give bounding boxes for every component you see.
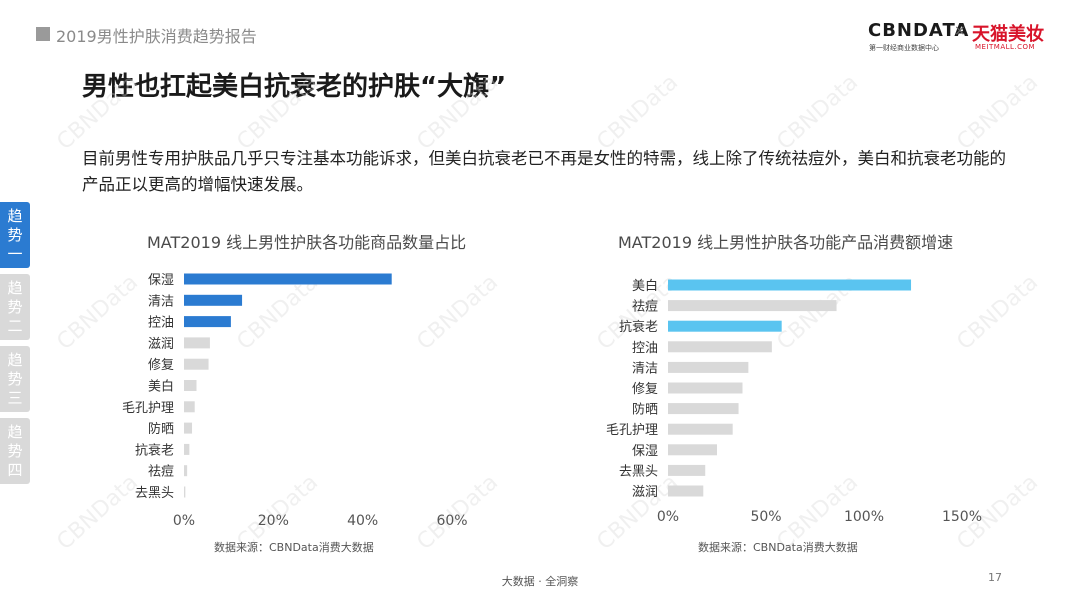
x-tick-label: 150% (942, 509, 982, 525)
category-label: 去黑头 (619, 464, 658, 479)
x-tick-label: 100% (844, 509, 884, 525)
bar-去黑头 (184, 486, 186, 498)
category-label: 滋润 (632, 485, 658, 500)
bar-清洁 (184, 294, 243, 306)
bar-滋润 (184, 337, 210, 349)
bar-控油 (668, 341, 772, 353)
nav-tab-trend-4[interactable]: 趋势四 (0, 418, 30, 484)
bar-修复 (184, 358, 209, 370)
bar-抗衰老 (668, 320, 782, 332)
page-title: 男性也扛起美白抗衰老的护肤“大旗” (82, 72, 507, 102)
chart-1-title: MAT2019 线上男性护肤各功能商品数量占比 (147, 233, 467, 252)
category-label: 修复 (148, 358, 174, 373)
x-tick-label: 60% (436, 513, 467, 529)
category-label: 美白 (148, 379, 174, 395)
category-label: 控油 (148, 316, 174, 331)
chart-2-source: 数据来源：CBNData消费大数据 (698, 541, 858, 554)
watermark: CBNData (592, 69, 684, 156)
header-mark (36, 27, 50, 41)
category-label: 控油 (632, 341, 658, 356)
category-label: 保湿 (632, 444, 658, 459)
category-label: 去黑头 (135, 486, 174, 501)
watermark: CBNData (772, 69, 864, 156)
nav-tab-trend-1[interactable]: 趋势一 (0, 202, 30, 268)
category-label: 防晒 (632, 402, 658, 418)
bar-美白 (668, 279, 912, 291)
chart-1-source: 数据来源：CBNData消费大数据 (214, 541, 374, 554)
bar-保湿 (184, 273, 392, 285)
x-tick-label: 0% (657, 509, 679, 525)
category-label: 修复 (632, 382, 658, 397)
report-title: 2019男性护肤消费趋势报告 (56, 27, 257, 46)
category-label: 抗衰老 (619, 319, 658, 335)
category-label: 毛孔护理 (606, 423, 658, 438)
bar-修复 (668, 382, 743, 394)
bar-保湿 (668, 444, 717, 456)
category-label: 毛孔护理 (122, 401, 174, 416)
bar-祛痘 (668, 300, 837, 312)
bar-毛孔护理 (668, 423, 733, 435)
category-label: 祛痘 (148, 464, 174, 480)
tmall-beauty-logo-subtitle: MEITMALL.COM (975, 43, 1036, 51)
category-label: 清洁 (632, 361, 658, 376)
bar-控油 (184, 316, 231, 328)
logo-separator: × (954, 23, 966, 39)
x-tick-label: 0% (173, 513, 195, 529)
cbndata-logo-subtitle: 第一财经商业数据中心 (869, 44, 939, 52)
watermark: CBNData (952, 69, 1044, 156)
tmall-beauty-logo: 天猫美妆 (972, 24, 1044, 45)
footer-slogan: 大数据 · 全洞察 (501, 575, 579, 588)
x-tick-label: 40% (347, 513, 378, 529)
bar-清洁 (668, 361, 749, 373)
bar-美白 (184, 380, 197, 391)
x-tick-label: 50% (750, 509, 781, 525)
bar-抗衰老 (184, 443, 190, 455)
intro-paragraph: 目前男性专用护肤品几乎只专注基本功能诉求，但美白抗衰老已不再是女性的特需，线上除… (82, 149, 1006, 194)
x-tick-label: 20% (258, 513, 289, 529)
category-label: 清洁 (148, 294, 174, 309)
category-label: 美白 (632, 278, 658, 294)
category-label: 祛痘 (632, 299, 658, 315)
page-number: 17 (988, 571, 1002, 584)
bar-防晒 (184, 422, 193, 434)
bar-滋润 (668, 485, 704, 497)
cbndata-logo: CBNDATA (868, 20, 970, 41)
category-label: 抗衰老 (135, 442, 174, 458)
nav-tab-trend-3[interactable]: 趋势三 (0, 346, 30, 412)
bar-祛痘 (184, 465, 188, 477)
bar-毛孔护理 (184, 401, 195, 413)
category-label: 滋润 (148, 337, 174, 352)
category-label: 保湿 (148, 273, 174, 288)
bar-防晒 (668, 403, 739, 415)
side-nav: 趋势一 趋势二 趋势三 趋势四 (0, 202, 30, 490)
chart-2-title: MAT2019 线上男性护肤各功能产品消费额增速 (618, 233, 954, 252)
bar-去黑头 (668, 464, 706, 476)
nav-tab-trend-2[interactable]: 趋势二 (0, 274, 30, 340)
category-label: 防晒 (148, 421, 174, 437)
